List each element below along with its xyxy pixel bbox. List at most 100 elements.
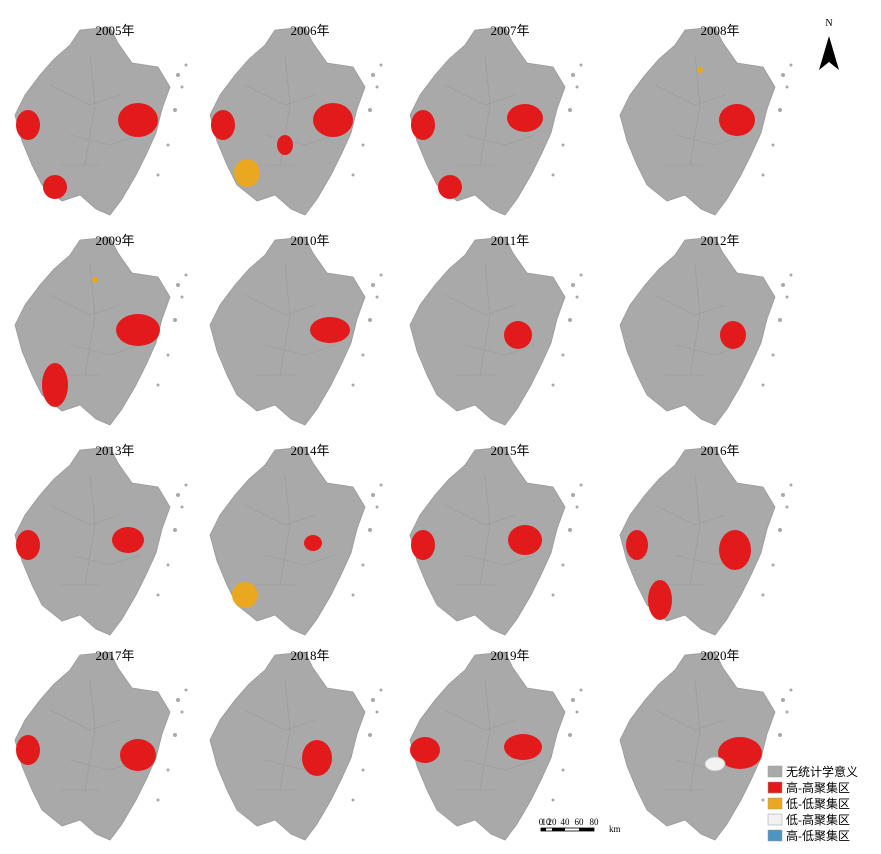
province-map [619,26,793,216]
cluster-region [504,321,532,349]
map-panel: 2008年 [619,23,793,216]
province-map [14,26,188,216]
map-panel: 2020年 [619,648,793,841]
legend-swatch [767,765,783,778]
map-panel: 2010年 [209,233,383,426]
legend-swatch [767,813,783,826]
cluster-region [118,103,158,137]
legend-label: 低-高聚集区 [786,812,850,827]
cluster-region [410,737,440,763]
province-map [209,236,383,426]
cluster-region [411,530,435,560]
map-panel: 2006年 [209,23,383,216]
cluster-region [626,530,648,560]
cluster-region [719,530,751,570]
province-map [14,651,188,841]
cluster-region [16,735,40,765]
scale-label: 10 [542,817,552,827]
map-panel: 2012年 [619,233,793,426]
map-panel: 2013年 [14,443,188,636]
panel-title: 2009年 [95,233,134,248]
cluster-region [411,110,435,140]
panel-title: 2008年 [700,23,739,38]
panel-title: 2005年 [95,23,134,38]
map-panel: 2009年 [14,233,188,426]
panel-title: 2007年 [490,23,529,38]
cluster-region [92,277,98,283]
map-panel: 2007年 [409,23,583,216]
cluster-region [302,740,332,776]
province-map [209,446,383,636]
scale-label: 20 [548,817,558,827]
cluster-region [120,739,156,771]
province-map [209,26,383,216]
map-panel: 2019年 [409,648,583,841]
panel-title: 2014年 [290,443,329,458]
cluster-region [313,103,353,137]
panel-title: 2015年 [490,443,529,458]
scale-label: 40 [561,817,571,827]
north-label: N [825,18,832,29]
panel-title: 2016年 [700,443,739,458]
cluster-region [697,67,703,73]
legend-label: 高-低聚集区 [786,828,850,843]
cluster-region [16,530,40,560]
cluster-region [508,525,542,555]
cluster-region [504,734,542,760]
cluster-region [720,321,746,349]
cluster-region [277,135,293,155]
scale-bar [552,828,565,831]
map-panel: 2016年 [619,443,793,636]
scale-bar [541,828,546,831]
panel-title: 2006年 [290,23,329,38]
province-map [14,446,188,636]
legend-label: 高-高聚集区 [786,780,850,795]
province-map [409,26,583,216]
province-map [619,651,793,841]
cluster-region [116,314,160,346]
north-arrow: N [819,18,839,70]
cluster-region [648,580,672,620]
scale-unit: km [609,824,621,834]
scale-label: 60 [575,817,585,827]
cluster-region [42,363,68,407]
map-panel: 2005年 [14,23,188,216]
province-map [409,446,583,636]
map-panel: 2014年 [209,443,383,636]
legend-label: 低-低聚集区 [786,796,850,811]
cluster-region [718,737,762,769]
panel-title: 2019年 [490,648,529,663]
cluster-region [43,175,67,199]
scale-label: 80 [590,817,600,827]
province-map [209,651,383,841]
cluster-region [234,159,260,187]
cluster-region [112,527,144,553]
cluster-region [719,104,755,136]
panel-title: 2018年 [290,648,329,663]
cluster-region [304,535,322,551]
map-panel: 2011年 [409,233,583,426]
panel-title: 2011年 [491,233,530,248]
legend-swatch [767,797,783,810]
map-panel: 2018年 [209,648,383,841]
cluster-region [16,110,40,140]
panel-title: 2017年 [95,648,134,663]
province-map [409,236,583,426]
legend-label: 无统计学意义 [786,764,858,779]
cluster-region [232,582,258,608]
cluster-region [310,317,350,343]
panel-title: 2020年 [700,648,739,663]
cluster-region [438,175,462,199]
province-map [14,236,188,426]
province-map [619,236,793,426]
cluster-region [507,104,543,132]
map-panel: 2015年 [409,443,583,636]
panel-title: 2012年 [700,233,739,248]
panel-title: 2010年 [290,233,329,248]
map-panel: 2017年 [14,648,188,841]
cluster-region [211,110,235,140]
legend-swatch [767,829,783,842]
scale-label: 0 [539,817,544,827]
legend-swatch [767,781,783,794]
